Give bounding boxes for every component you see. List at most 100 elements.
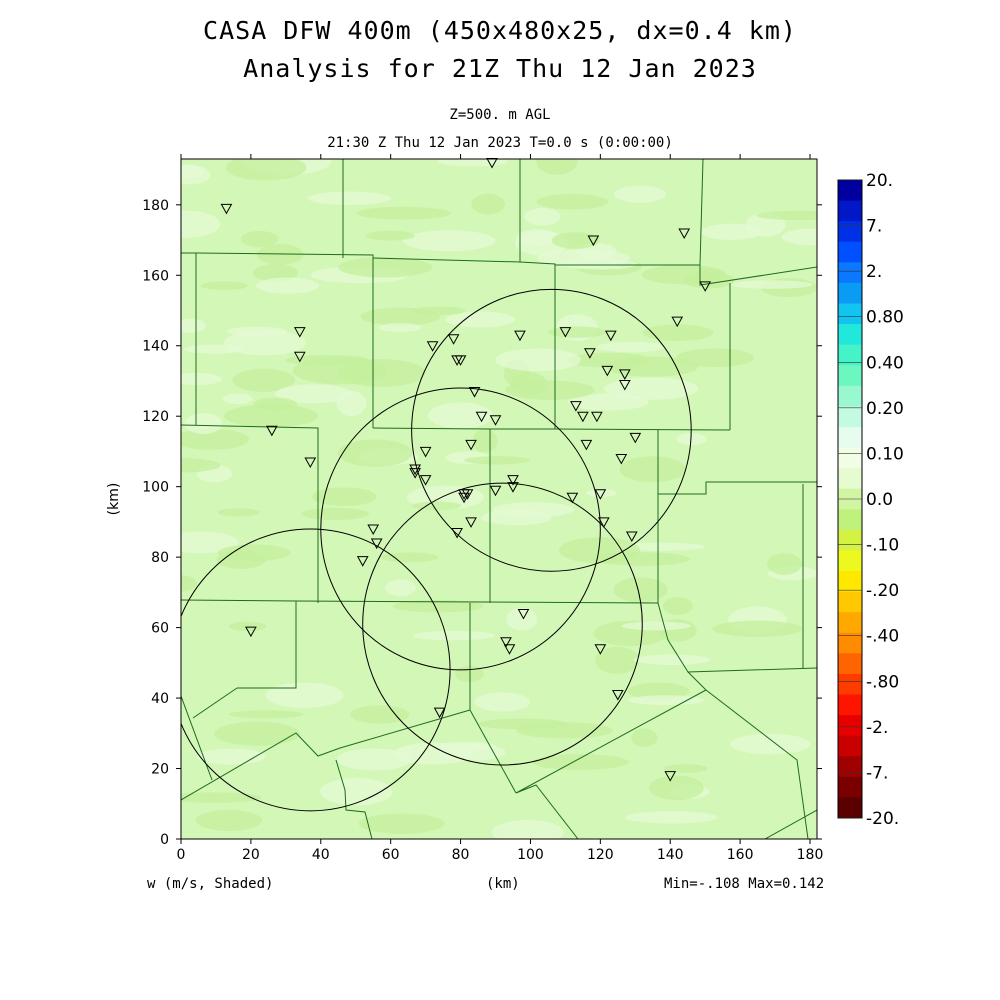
station-marker (629, 432, 642, 444)
y-tick-label: 100 (142, 480, 169, 496)
station-marker (618, 369, 631, 380)
field-patch (275, 384, 353, 404)
field-patch (402, 230, 496, 252)
colorbar-swatch (838, 200, 862, 222)
station-marker (451, 527, 463, 539)
station-marker (293, 351, 306, 363)
field-patch (181, 428, 250, 450)
field-patch (200, 281, 249, 291)
y-tick-label: 60 (151, 621, 169, 637)
field-patch (613, 577, 668, 603)
field-patch (676, 348, 754, 368)
colorbar-label: -.20 (866, 581, 899, 601)
field-patch (491, 819, 564, 839)
field-patch (532, 754, 629, 770)
county-boundary (192, 687, 238, 719)
colorbar-swatch (838, 385, 862, 407)
station-marker (594, 489, 607, 500)
x-tick-label: 20 (242, 847, 260, 863)
field-patch (338, 359, 426, 387)
field-patch (663, 764, 708, 773)
field-patch (676, 433, 707, 446)
plot-frame (180, 158, 818, 840)
x-tick-label: 160 (727, 847, 754, 863)
chart-title: CASA DFW 400m (450x480x25, dx=0.4 km) (203, 16, 797, 45)
level-label: Z=500. m AGL (449, 107, 551, 123)
x-axis-label: (km) (486, 876, 520, 892)
field-patch (312, 487, 377, 507)
field-patch (633, 654, 711, 666)
station-marker (356, 556, 369, 567)
field-patch (301, 507, 369, 521)
colorbar-label: 0.20 (866, 399, 904, 419)
station-marker (507, 482, 519, 493)
station-marker (293, 327, 306, 338)
station-marker (489, 415, 502, 426)
field-patch (628, 695, 705, 706)
field-patch (240, 231, 279, 247)
field-patch (505, 380, 595, 400)
field-patch (337, 439, 413, 467)
field-patch (338, 257, 433, 278)
field-patch (631, 728, 658, 748)
field-patch (596, 341, 666, 353)
field-patch (392, 599, 484, 613)
x-tick-label: 80 (452, 847, 470, 863)
station-marker (618, 379, 631, 391)
county-boundary (764, 809, 817, 839)
colorbar-swatch (838, 303, 862, 325)
time-label: 21:30 Z Thu 12 Jan 2023 T=0.0 s (0:00:00… (327, 135, 673, 151)
field-patch (495, 348, 581, 372)
county-boundary (237, 601, 297, 689)
station-marker (433, 707, 446, 719)
field-patch (184, 412, 223, 435)
station-marker (419, 446, 432, 458)
field-patch (412, 630, 495, 641)
county-boundary (515, 689, 707, 839)
station-marker (426, 341, 439, 352)
x-tick-label: 100 (517, 847, 544, 863)
county-boundary (657, 602, 817, 673)
field-patch (536, 194, 609, 210)
county-boundary (657, 430, 817, 495)
colorbar-swatch (838, 550, 862, 572)
field-patch (336, 748, 412, 771)
field-patch (567, 352, 652, 368)
field-patch (712, 620, 803, 637)
station-marker (566, 492, 579, 504)
station-marker (245, 626, 257, 638)
colorbar-swatch (838, 756, 862, 778)
station-marker (419, 475, 432, 486)
y-axis-label: (km) (106, 483, 122, 516)
field-patch (627, 682, 690, 700)
field-patch (256, 277, 320, 294)
county-boundary (335, 759, 373, 839)
colorbar-swatch (838, 324, 862, 346)
field-patch (595, 646, 640, 674)
field-patch (428, 402, 494, 429)
field-patch (568, 393, 649, 411)
radar-rings (181, 288, 692, 812)
colorbar-swatch (838, 468, 862, 490)
field-patch (619, 456, 686, 483)
field-patch (393, 742, 473, 765)
field-patch (731, 280, 813, 289)
field-patch (181, 531, 239, 554)
station-marker (559, 327, 572, 338)
colorbar-swatch (838, 591, 862, 613)
field-patch (183, 344, 245, 354)
station-marker (601, 365, 614, 377)
station-marker (615, 453, 628, 465)
station-marker (625, 531, 638, 543)
colorbar-swatch (838, 180, 862, 202)
county-boundary (195, 252, 374, 428)
colorbar-swatch (838, 694, 862, 716)
field-patch (767, 553, 802, 575)
colorbar-swatch (838, 776, 862, 798)
field-patch (551, 232, 600, 249)
field-patch (559, 537, 641, 564)
station-marker (370, 538, 383, 550)
field-patch (214, 721, 300, 746)
station-marker (266, 425, 278, 437)
field-patch (217, 544, 291, 562)
